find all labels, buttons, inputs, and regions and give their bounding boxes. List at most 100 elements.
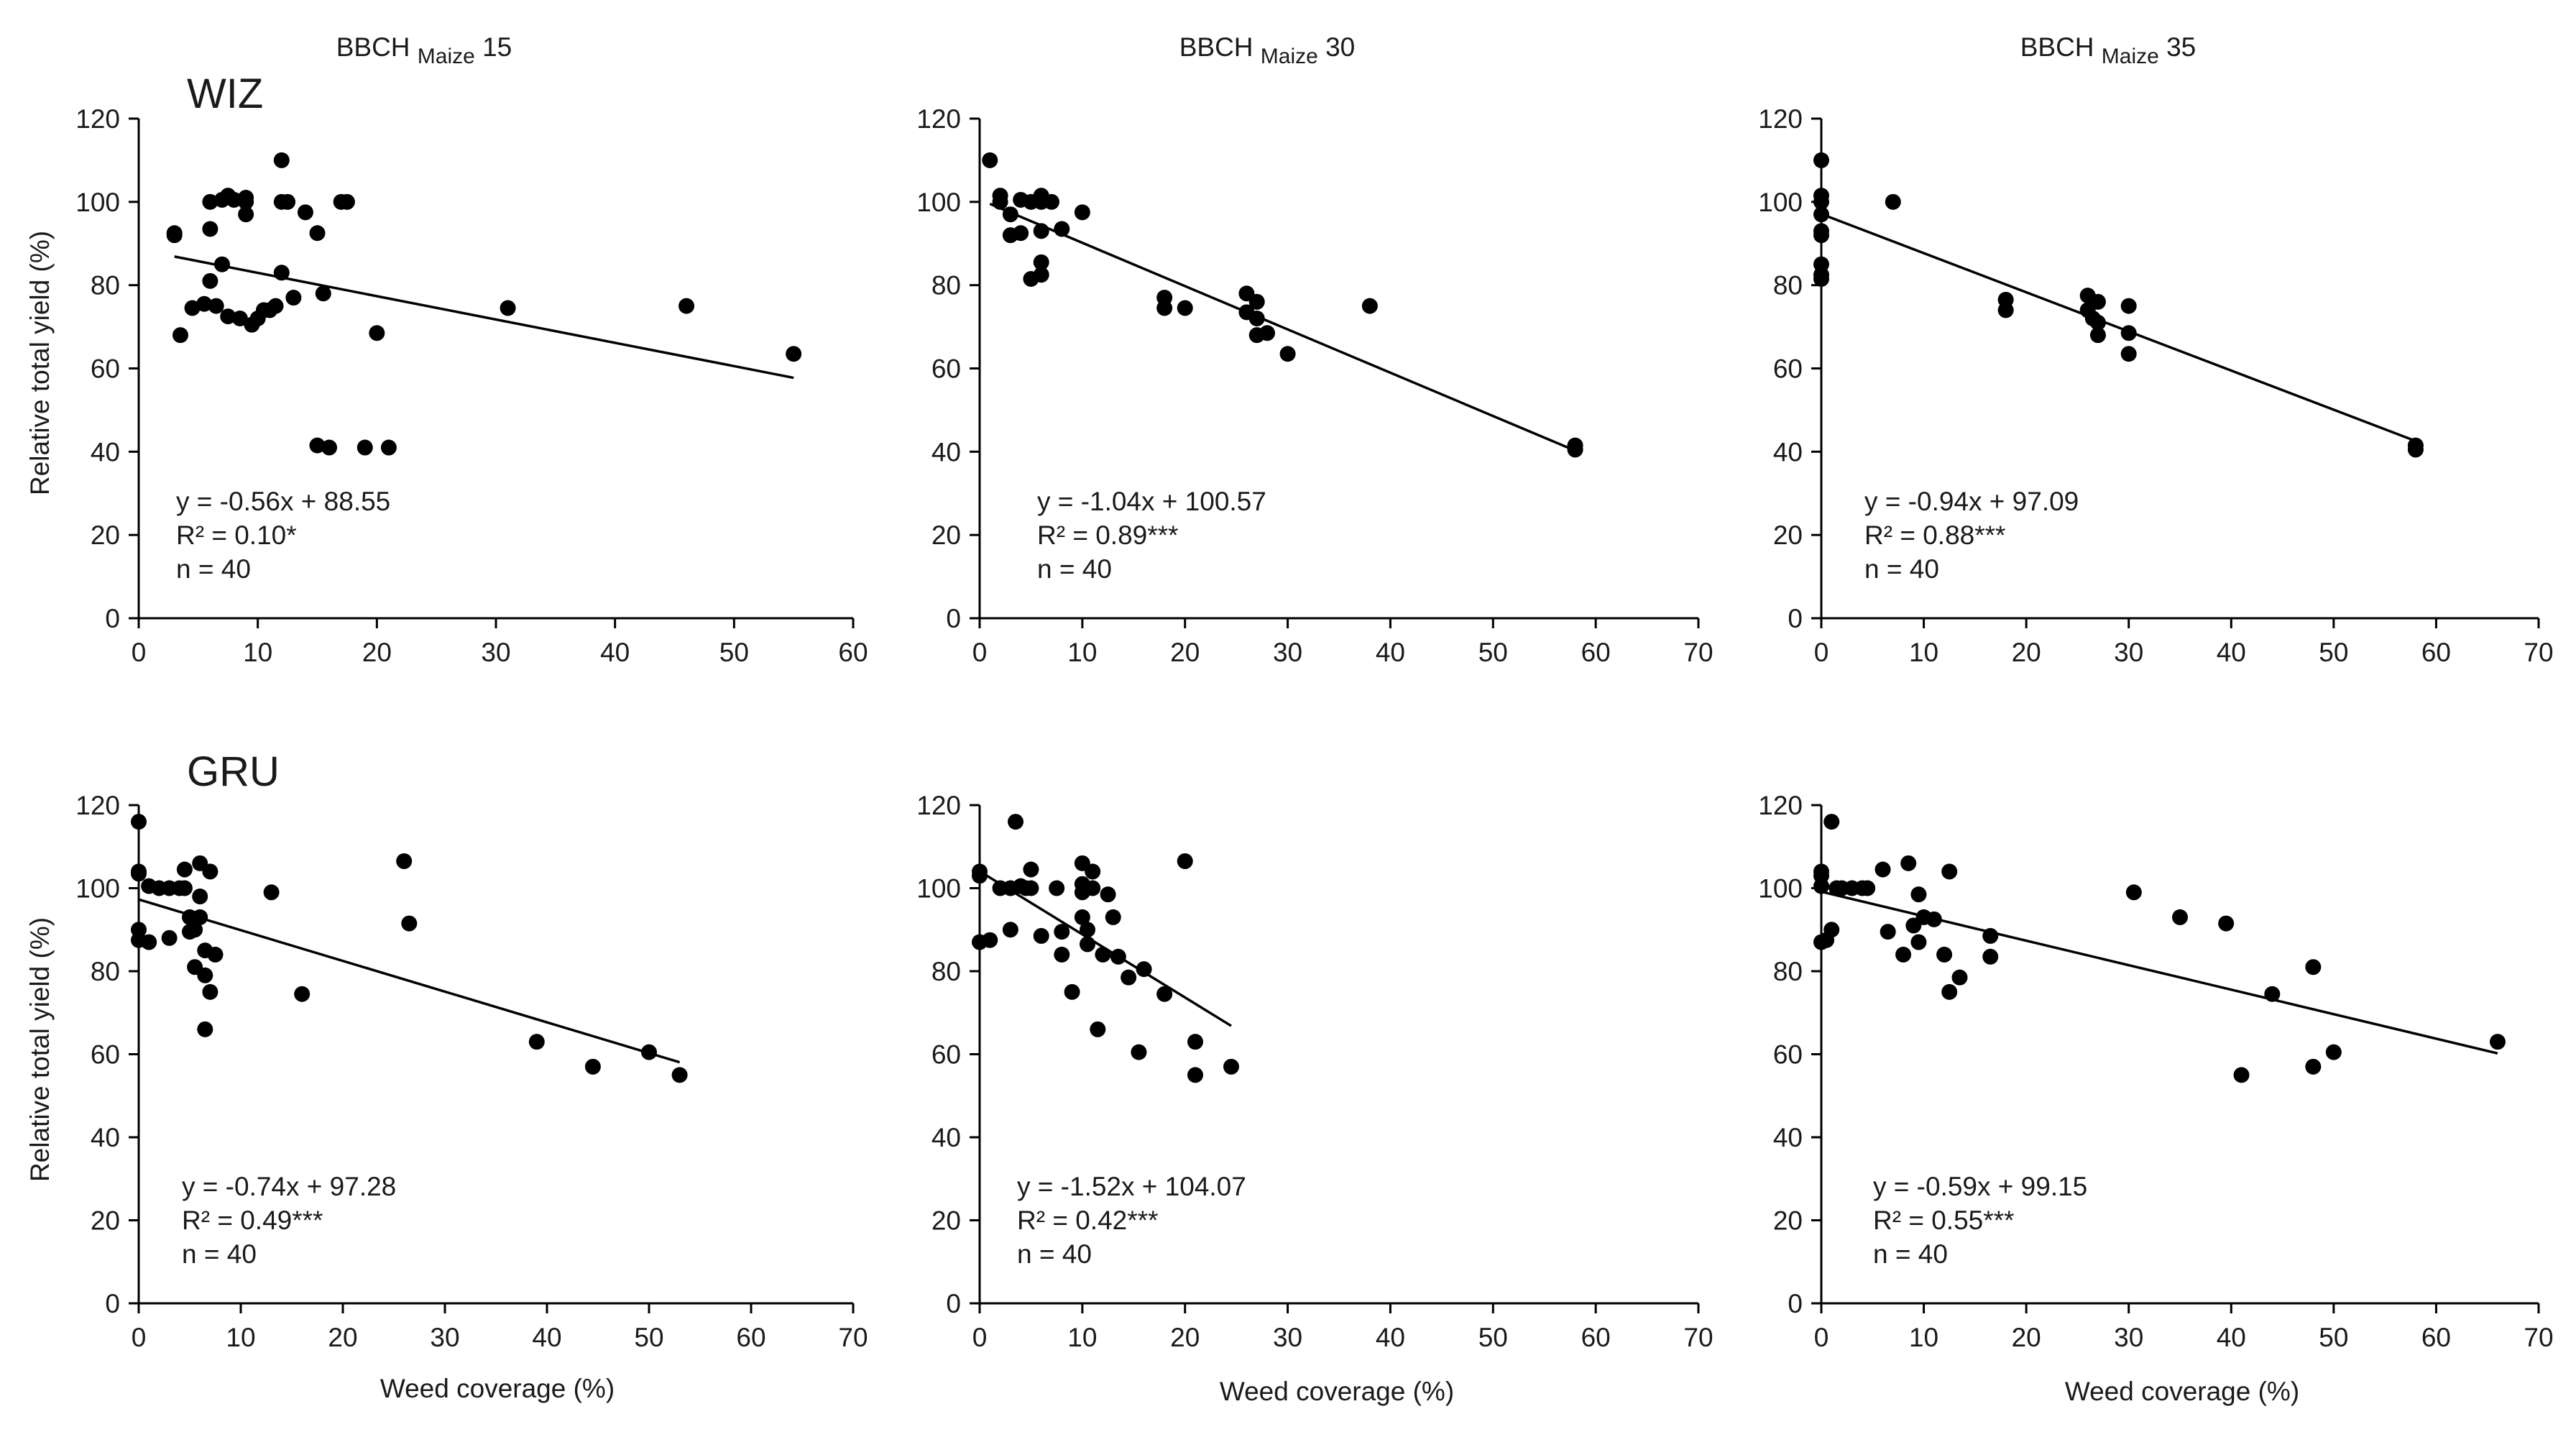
- data-point: [1859, 880, 1876, 896]
- data-point: [1567, 441, 1583, 458]
- x-tick-label: 0: [1814, 638, 1829, 667]
- data-point: [2172, 909, 2188, 925]
- data-point: [1008, 814, 1024, 830]
- data-point: [321, 439, 338, 456]
- x-tick-label: 60: [838, 638, 868, 667]
- data-point: [220, 308, 236, 325]
- data-point: [1910, 934, 1927, 950]
- data-point: [401, 915, 418, 932]
- data-point: [202, 272, 218, 289]
- y-tick-label: 0: [946, 604, 961, 633]
- chart-panel-5: 0 20 40 60 80 100 120 0 10 20 30 40 50 60 70 y = -1.52x…: [916, 791, 1713, 1352]
- x-tick-label: 0: [132, 1323, 147, 1352]
- data-point: [2089, 293, 2106, 310]
- sample-size-label: n = 40: [1864, 554, 1939, 584]
- regression-equation: y = -0.94x + 97.09: [1864, 487, 2079, 516]
- x-tick-label: 40: [600, 638, 630, 667]
- y-tick-label: 80: [1773, 957, 1803, 986]
- x-axis-label-middle: Weed coverage (%): [1220, 1377, 1454, 1406]
- data-point: [1090, 1021, 1106, 1037]
- data-point: [1926, 911, 1942, 927]
- panel-title-main: BBCH: [1179, 32, 1261, 62]
- x-tick-label: 20: [362, 638, 392, 667]
- data-point: [263, 884, 280, 901]
- data-point: [1033, 267, 1049, 283]
- x-tick-label: 0: [972, 1323, 988, 1352]
- y-tick-label: 100: [1758, 188, 1803, 217]
- y-tick-label: 20: [91, 520, 120, 550]
- data-point: [197, 1021, 213, 1037]
- data-point: [1136, 961, 1152, 978]
- r-squared-label: R² = 0.55***: [1873, 1206, 2014, 1235]
- data-point: [192, 909, 208, 925]
- data-point: [172, 327, 188, 344]
- x-axis-label-left: Weed coverage (%): [380, 1374, 615, 1403]
- y-tick-label: 100: [75, 874, 120, 904]
- regression-equation: y = -0.59x + 99.15: [1873, 1172, 2087, 1201]
- regression-equation: y = -0.74x + 97.28: [182, 1172, 396, 1201]
- x-tick-label: 0: [972, 638, 988, 667]
- y-tick-label: 60: [932, 354, 961, 384]
- data-point: [1813, 270, 1829, 287]
- r-squared-label: R² = 0.88***: [1864, 520, 2005, 550]
- trendline: [138, 898, 681, 1064]
- data-point: [166, 225, 183, 242]
- data-point: [2305, 959, 2322, 976]
- y-tick-label: 40: [932, 437, 961, 467]
- data-point: [1248, 293, 1265, 310]
- x-tick-label: 0: [1814, 1323, 1829, 1352]
- x-tick-label: 60: [1581, 1323, 1611, 1352]
- data-point: [786, 346, 802, 362]
- data-point: [2089, 327, 2106, 344]
- regression-equation: y = -1.52x + 104.07: [1017, 1172, 1246, 1201]
- data-point: [1085, 880, 1101, 896]
- panel-title-sub: Maize: [418, 45, 475, 68]
- data-point: [1131, 1044, 1147, 1060]
- y-axis-label-top: Relative total yield (%): [25, 231, 55, 495]
- sample-size-label: n = 40: [1017, 1239, 1092, 1269]
- data-point: [982, 152, 998, 168]
- y-tick-label: 0: [1788, 1289, 1803, 1318]
- data-point: [982, 932, 998, 948]
- data-point: [1941, 863, 1958, 880]
- y-tick-label: 120: [916, 104, 961, 134]
- data-point: [315, 285, 331, 302]
- data-point: [369, 325, 385, 341]
- y-tick-label: 120: [75, 104, 120, 134]
- data-point: [528, 1034, 545, 1050]
- panel-title-sub: Maize: [2102, 45, 2159, 68]
- data-point: [2120, 325, 2137, 341]
- data-point: [1910, 886, 1927, 903]
- y-tick-label: 40: [1773, 437, 1803, 467]
- y-tick-label: 20: [91, 1206, 120, 1236]
- x-tick-label: 60: [1581, 638, 1611, 667]
- data-point: [1033, 223, 1049, 239]
- data-point: [1054, 221, 1070, 237]
- x-tick-label: 10: [1067, 1323, 1097, 1352]
- data-point: [208, 298, 224, 314]
- x-tick-label: 20: [328, 1323, 357, 1352]
- data-point: [192, 889, 208, 905]
- x-tick-label: 40: [1376, 638, 1405, 667]
- data-point: [1044, 193, 1059, 210]
- y-tick-label: 120: [1758, 104, 1803, 134]
- y-tick-label: 20: [1773, 520, 1803, 550]
- r-squared-label: R² = 0.49***: [182, 1206, 323, 1235]
- data-point: [202, 221, 218, 237]
- trendline: [1821, 213, 2416, 443]
- data-point: [1023, 861, 1039, 878]
- data-point: [1080, 936, 1095, 953]
- y-tick-label: 80: [1773, 271, 1803, 300]
- regression-equation: y = -1.04x + 100.57: [1037, 487, 1266, 516]
- x-tick-label: 30: [1273, 638, 1302, 667]
- data-point: [1874, 861, 1891, 878]
- x-axis-label-right: Weed coverage (%): [2065, 1377, 2299, 1406]
- x-tick-label: 50: [2319, 638, 2348, 667]
- data-point: [187, 922, 203, 938]
- data-point: [1936, 946, 1953, 963]
- x-tick-label: 50: [719, 638, 749, 667]
- data-point: [1049, 880, 1065, 896]
- data-point: [2264, 986, 2281, 1002]
- x-tick-label: 20: [1170, 1323, 1200, 1352]
- data-point: [267, 298, 284, 314]
